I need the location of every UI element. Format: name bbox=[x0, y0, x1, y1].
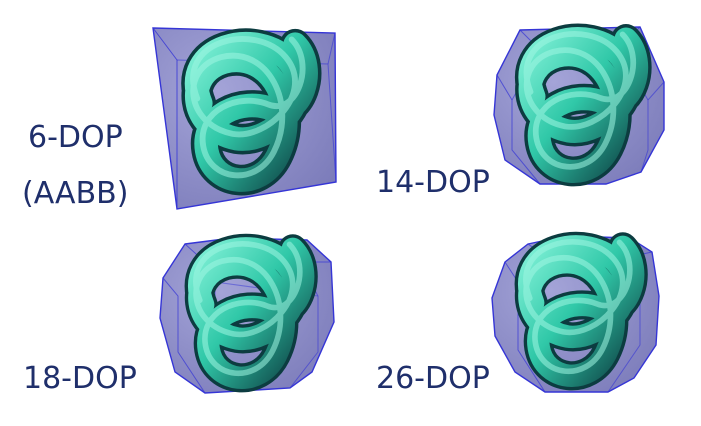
panel-14dop bbox=[493, 27, 665, 184]
label-aabb: (AABB) bbox=[22, 176, 129, 211]
panel-18dop bbox=[159, 238, 335, 394]
panel-6dop bbox=[152, 28, 337, 210]
panel-26dop bbox=[491, 236, 660, 393]
label-18dop: 18-DOP bbox=[23, 361, 137, 396]
label-26dop: 26-DOP bbox=[376, 361, 490, 396]
label-6dop: 6-DOP bbox=[28, 120, 123, 155]
label-14dop: 14-DOP bbox=[376, 165, 490, 200]
